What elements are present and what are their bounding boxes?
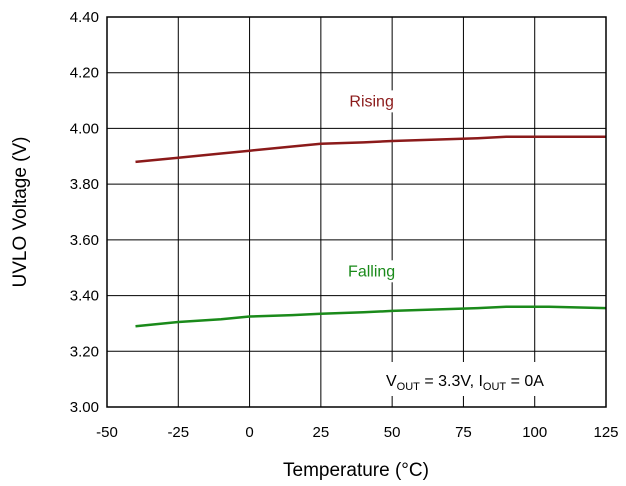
y-tick-label: 4.40 [70,9,99,26]
x-tick-label: 100 [522,424,547,441]
series-lines [135,135,607,328]
x-tick-label: 0 [245,424,253,441]
grid [107,17,606,407]
y-tick-labels: 3.00 3.20 3.40 3.60 3.80 4.00 4.20 4.40 [70,9,99,416]
x-tick-label: -25 [167,424,189,441]
conditions-annotation: VOUT = 3.3V, IOUT = 0A [386,373,544,393]
annotation-v-rest: = 3.3V, I [420,373,483,390]
x-axis-label: Temperature (°C) [283,460,429,481]
series-label-falling: Falling [348,263,395,280]
y-tick-label: 3.00 [70,399,99,416]
x-tick-label: 25 [313,424,330,441]
y-tick-label: 3.60 [70,232,99,249]
y-tick-label: 4.20 [70,65,99,82]
series-labels: Rising Falling [335,90,409,283]
series-label-bg-rising [339,90,404,113]
plot-frame [106,16,607,408]
annotation-v-sub: OUT [397,381,421,393]
series-line-falling [135,305,607,328]
annotation-box [378,362,596,396]
annotation-i-sub: OUT [483,381,507,393]
series-line-rising [135,135,606,164]
y-tick-label: 4.00 [70,120,99,137]
y-tick-label: 3.20 [70,343,99,360]
series-label-bg-falling [335,260,409,283]
annotation-i-rest: = 0A [506,373,544,390]
x-tick-label: 50 [384,424,401,441]
x-tick-label: 125 [593,424,618,441]
y-axis-label: UVLO Voltage (V) [10,136,31,287]
y-tick-label: 3.40 [70,288,99,305]
y-tick-label: 3.80 [70,176,99,193]
annotation-v: V [386,373,397,390]
x-tick-label: 75 [455,424,472,441]
x-tick-label: -50 [96,424,118,441]
series-label-rising: Rising [349,93,393,110]
x-tick-labels: -50 -25 0 25 50 75 100 125 [96,424,618,441]
